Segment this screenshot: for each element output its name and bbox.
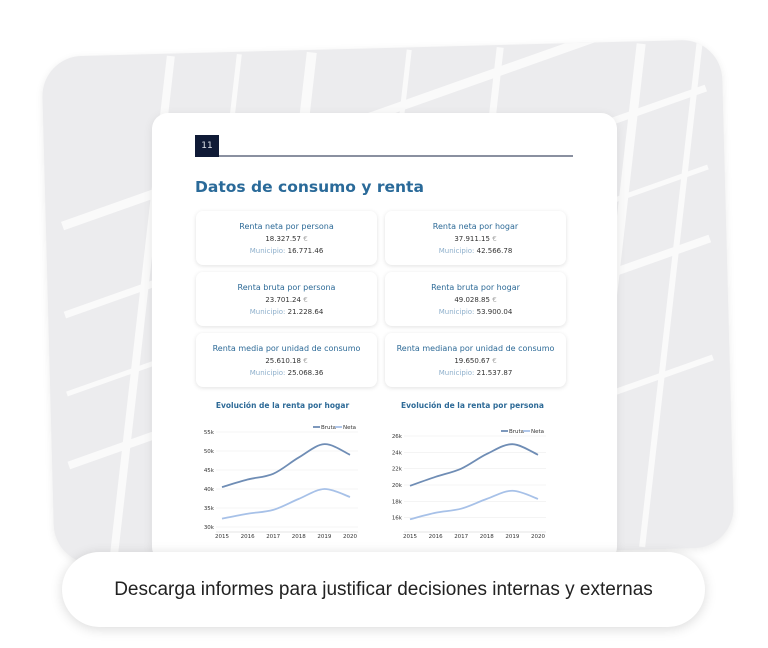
- series-line-neta: [221, 488, 351, 520]
- currency: €: [303, 235, 308, 243]
- stat-value-number: 19.650.67: [454, 357, 490, 365]
- chart-title-hogar: Evolución de la renta por hogar: [215, 401, 350, 410]
- stat-card: Renta bruta por persona 23.701.24 € Muni…: [196, 272, 377, 326]
- chart-renta-persona: 16k 18k 20k 22k 24k 26k 2015 2016 2017 2018 2019 20…: [392, 429, 546, 540]
- currency: €: [303, 357, 308, 365]
- municipio-label: Municipio:: [438, 369, 475, 377]
- municipio-value: 16.771.46: [287, 247, 324, 255]
- stat-card: Renta neta por persona 18.327.57 € Munic…: [196, 211, 377, 265]
- banner: Descarga informes para justificar decisi…: [62, 552, 705, 627]
- y-tick-label: 55k: [204, 430, 215, 436]
- stat-title: Renta neta por persona: [239, 222, 334, 231]
- municipio-value: 21.228.64: [287, 308, 324, 316]
- x-tick-label: 2019: [505, 534, 519, 540]
- legend-label: Neta: [531, 429, 544, 435]
- stat-value-number: 18.327.57: [265, 235, 301, 243]
- stat-card: Renta bruta por hogar 49.028.85 € Munici…: [385, 272, 566, 326]
- y-tick-label: 45k: [204, 468, 215, 474]
- municipio-comparison: Municipio: 53.900.04: [385, 308, 566, 316]
- stat-value: 25.610.18 €: [196, 357, 377, 365]
- x-tick-label: 2016: [241, 534, 255, 540]
- page-number: 11: [195, 135, 219, 157]
- header-divider: [219, 155, 573, 157]
- map-road: [639, 41, 703, 548]
- series-line-bruta: [221, 443, 351, 488]
- municipio-comparison: Municipio: 21.228.64: [196, 308, 377, 316]
- stat-value-number: 23.701.24: [265, 296, 301, 304]
- municipio-comparison: Municipio: 21.537.87: [385, 369, 566, 377]
- report-page: 11 Datos de consumo y renta Renta neta p…: [152, 113, 617, 563]
- municipio-value: 53.900.04: [476, 308, 513, 316]
- legend-label: Neta: [343, 425, 356, 431]
- x-tick-label: 2017: [454, 534, 468, 540]
- municipio-comparison: Municipio: 16.771.46: [196, 247, 377, 255]
- municipio-value: 25.068.36: [287, 369, 324, 377]
- x-tick-label: 2015: [403, 534, 417, 540]
- chart-title-persona: Evolución de la renta por persona: [401, 401, 544, 410]
- legend-label: Bruta: [509, 429, 524, 435]
- stat-value: 49.028.85 €: [385, 296, 566, 304]
- x-tick-label: 2017: [266, 534, 280, 540]
- stat-value-number: 49.028.85: [454, 296, 490, 304]
- currency: €: [492, 235, 497, 243]
- y-tick-label: 18k: [392, 499, 403, 505]
- stat-title: Renta bruta por hogar: [431, 283, 520, 292]
- currency: €: [303, 296, 308, 304]
- stat-title: Renta media por unidad de consumo: [212, 344, 361, 353]
- municipio-label: Municipio:: [438, 308, 475, 316]
- municipio-label: Municipio:: [249, 308, 286, 316]
- x-tick-label: 2020: [343, 534, 357, 540]
- stat-value: 18.327.57 €: [196, 235, 377, 243]
- municipio-label: Municipio:: [249, 247, 286, 255]
- legend-label: Bruta: [321, 425, 336, 431]
- x-tick-label: 2016: [429, 534, 443, 540]
- stat-value-number: 37.911.15: [454, 235, 490, 243]
- y-tick-label: 24k: [392, 450, 403, 456]
- stat-card: Renta media por unidad de consumo 25.610…: [196, 333, 377, 387]
- stat-title: Renta bruta por persona: [237, 283, 336, 292]
- stat-value: 37.911.15 €: [385, 235, 566, 243]
- banner-text: Descarga informes para justificar decisi…: [114, 579, 653, 600]
- municipio-comparison: Municipio: 42.566.78: [385, 247, 566, 255]
- x-tick-label: 2018: [480, 534, 494, 540]
- x-tick-label: 2019: [317, 534, 331, 540]
- series-line-neta: [409, 489, 539, 521]
- currency: €: [492, 296, 497, 304]
- currency: €: [492, 357, 497, 365]
- y-tick-label: 35k: [204, 506, 215, 512]
- municipio-label: Municipio:: [249, 369, 286, 377]
- stat-card: Renta neta por hogar 37.911.15 € Municip…: [385, 211, 566, 265]
- municipio-value: 21.537.87: [476, 369, 513, 377]
- y-tick-label: 16k: [392, 516, 403, 522]
- chart-renta-hogar: 30k 35k 40k 45k 50k 55k 2015 2016 2017 2018 2019 20…: [204, 425, 358, 540]
- x-tick-label: 2018: [292, 534, 306, 540]
- municipio-comparison: Municipio: 25.068.36: [196, 369, 377, 377]
- stat-card: Renta mediana por unidad de consumo 19.6…: [385, 333, 566, 387]
- series-line-bruta: [409, 443, 539, 487]
- y-tick-label: 40k: [204, 487, 215, 493]
- stat-title: Renta neta por hogar: [432, 222, 519, 231]
- municipio-label: Municipio:: [438, 247, 475, 255]
- stat-value: 19.650.67 €: [385, 357, 566, 365]
- x-tick-label: 2020: [531, 534, 545, 540]
- stat-value-number: 25.610.18: [265, 357, 301, 365]
- municipio-value: 42.566.78: [476, 247, 513, 255]
- y-tick-label: 30k: [204, 525, 215, 531]
- y-tick-label: 50k: [204, 449, 215, 455]
- y-tick-label: 20k: [392, 483, 403, 489]
- x-tick-label: 2015: [215, 534, 229, 540]
- y-tick-label: 26k: [392, 434, 403, 440]
- page-title: Datos de consumo y renta: [195, 178, 424, 196]
- stat-title: Renta mediana por unidad de consumo: [396, 344, 555, 353]
- y-tick-label: 22k: [392, 467, 403, 473]
- stat-value: 23.701.24 €: [196, 296, 377, 304]
